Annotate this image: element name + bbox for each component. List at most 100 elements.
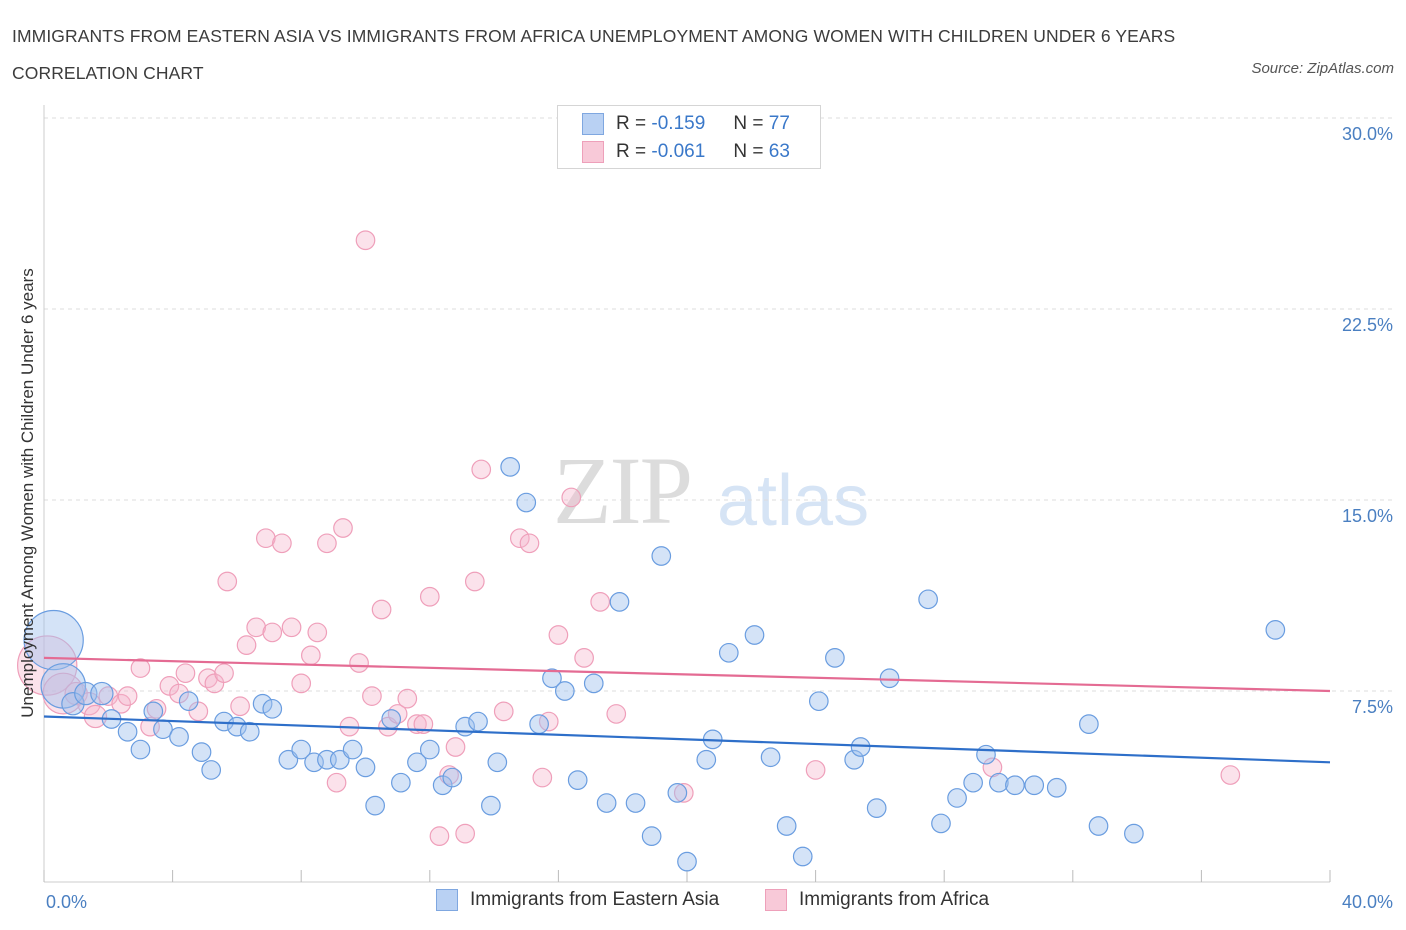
legend-n-value: 63 — [768, 141, 790, 162]
africa-point — [805, 760, 826, 780]
eastern-asia-point — [143, 701, 164, 722]
bottom-legend-africa: Immigrants from Africa — [765, 889, 989, 911]
x-tick-label: 0.0% — [46, 892, 87, 912]
eastern-asia-point — [677, 851, 697, 872]
y-tick-label: 7.5% — [1352, 697, 1393, 717]
eastern-asia-point — [529, 714, 549, 734]
bottom-legend-label: Immigrants from Eastern Asia — [470, 889, 720, 910]
eastern-asia-point — [90, 681, 114, 706]
eastern-asia-swatch — [436, 889, 458, 911]
eastern-asia-point — [262, 698, 283, 719]
eastern-asia-point — [407, 752, 427, 773]
africa-point — [493, 701, 514, 722]
eastern-asia-point — [641, 826, 662, 847]
gridlines — [44, 117, 1395, 692]
eastern-asia-point — [355, 757, 376, 778]
africa-point — [291, 673, 312, 694]
eastern-asia-point — [651, 546, 672, 566]
eastern-asia-point — [481, 795, 501, 816]
africa-point — [429, 826, 450, 847]
africa-point — [307, 622, 328, 643]
trend-lines — [43, 656, 1331, 764]
eastern-asia-point — [191, 742, 212, 762]
africa-point — [272, 533, 292, 554]
eastern-asia-point — [760, 747, 781, 768]
eastern-asia-point — [74, 681, 98, 706]
eastern-asia-point — [844, 749, 865, 770]
africa-point — [673, 783, 694, 803]
africa-point — [532, 767, 553, 788]
legend-n-label: N = — [733, 141, 764, 162]
africa-trend-line — [43, 656, 1331, 693]
eastern-asia-point — [365, 795, 385, 816]
eastern-asia-point — [1124, 823, 1144, 844]
eastern-asia-point — [542, 668, 562, 689]
africa-point — [140, 716, 160, 737]
eastern-asia-point — [1024, 775, 1045, 796]
eastern-asia-point — [609, 592, 630, 612]
y-axis-label: Unemployment Among Women with Children U… — [18, 268, 37, 717]
eastern-asia-point — [1088, 816, 1109, 836]
legend-row-eastern-asia: R = -0.159 N = 77 — [582, 110, 790, 138]
eastern-asia-point — [61, 692, 85, 716]
africa-point — [397, 688, 418, 709]
eastern-asia-point — [963, 772, 983, 793]
correlation-legend: R = -0.159 N = 77 R = -0.061 N = 63 — [557, 105, 821, 169]
africa-swatch — [765, 889, 787, 911]
axes — [43, 105, 1331, 883]
africa-point — [246, 617, 267, 638]
legend-r-label: R = — [616, 113, 647, 134]
eastern-asia-point — [487, 752, 508, 773]
eastern-asia-point — [304, 752, 324, 773]
africa-point — [355, 230, 376, 251]
eastern-asia-point — [1046, 777, 1067, 798]
africa-point — [349, 653, 369, 673]
africa-point — [509, 528, 530, 549]
africa-point — [590, 592, 611, 612]
eastern-asia-point — [583, 673, 604, 694]
legend-r-value: -0.159 — [651, 113, 706, 134]
africa-point — [146, 698, 167, 719]
eastern-asia-point — [792, 846, 813, 867]
eastern-asia-point — [667, 783, 688, 803]
africa-point — [300, 645, 321, 666]
eastern-asia-point — [419, 739, 440, 760]
eastern-asia-point — [468, 711, 488, 732]
africa-point — [175, 663, 196, 684]
legend-n-value: 77 — [768, 113, 790, 134]
africa-point — [561, 487, 582, 508]
y-tick-label: 30.0% — [1342, 124, 1393, 144]
eastern-asia-point — [718, 642, 739, 663]
africa-point — [471, 459, 492, 480]
eastern-asia-point — [130, 739, 151, 760]
eastern-asia-point — [500, 457, 521, 477]
eastern-asia-point — [252, 693, 273, 714]
eastern-asia-point — [342, 739, 363, 760]
eastern-asia-point — [329, 749, 350, 770]
africa-point — [17, 635, 78, 696]
chart-title: IMMIGRANTS FROM EASTERN ASIA VS IMMIGRAN… — [12, 26, 1176, 83]
eastern-asia-point — [169, 726, 189, 747]
eastern-asia-point — [744, 625, 765, 645]
eastern-asia-point — [117, 721, 138, 742]
x-tick-label: 40.0% — [1342, 892, 1393, 912]
africa-point — [317, 533, 337, 554]
eastern-asia-point — [918, 589, 938, 610]
eastern-asia-point — [239, 721, 260, 742]
eastern-asia-point — [178, 691, 199, 712]
eastern-asia-point — [879, 668, 900, 689]
eastern-asia-point — [596, 793, 617, 813]
watermark-zip: ZIP — [553, 437, 693, 544]
legend-row-africa: R = -0.061 N = 63 — [582, 138, 790, 166]
eastern-asia-trend-line — [43, 715, 1331, 764]
africa-point — [548, 625, 569, 645]
eastern-asia-point — [825, 648, 845, 668]
eastern-asia-point — [976, 744, 996, 765]
eastern-asia-point — [850, 737, 871, 757]
eastern-asia-point — [625, 793, 646, 813]
africa-point — [333, 518, 353, 538]
africa-point — [83, 704, 108, 729]
source-label: Source: ZipAtlas.com — [1251, 60, 1394, 77]
africa-point — [574, 648, 594, 668]
eastern-asia-point — [442, 767, 463, 788]
